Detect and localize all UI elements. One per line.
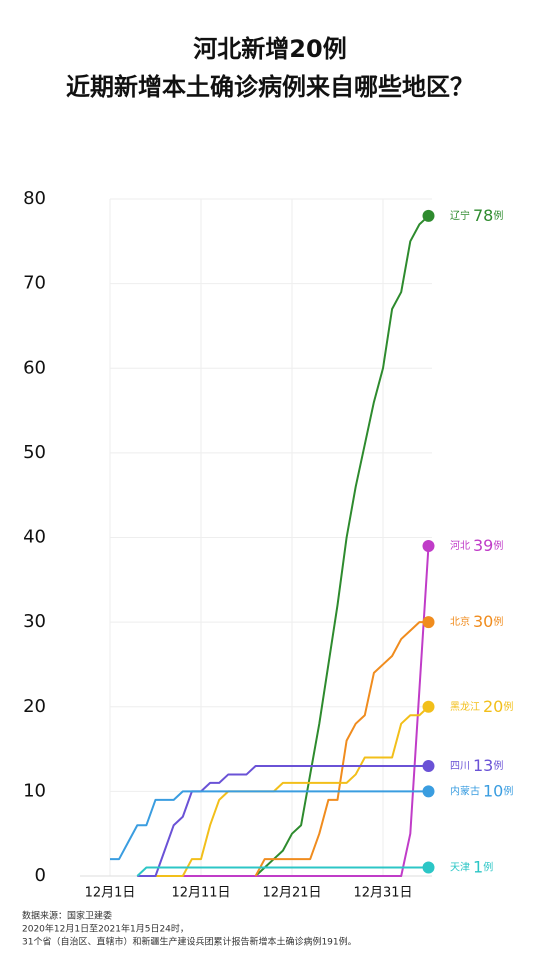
source-note: 2020年12月1日至2021年1月5日24时， <box>22 923 189 935</box>
series-name: 内蒙古 <box>450 784 480 797</box>
y-tick-label: 60 <box>23 357 46 378</box>
end-label: 黑龙江 20例 <box>450 696 513 715</box>
end-point <box>422 616 435 629</box>
end-point <box>422 785 435 798</box>
end-value: 39 <box>473 535 493 554</box>
series-line <box>137 764 429 877</box>
end-point <box>422 861 435 874</box>
y-tick-label: 20 <box>23 696 46 717</box>
series-line <box>155 706 430 877</box>
unit: 例 <box>493 209 503 222</box>
series-name: 四川 <box>450 761 470 772</box>
end-value: 20 <box>483 696 503 715</box>
unit: 例 <box>503 784 513 797</box>
end-label: 北京 30例 <box>450 612 503 631</box>
series-line <box>254 621 429 877</box>
y-tick-label: 40 <box>23 527 46 548</box>
end-label: 四川 13例 <box>450 755 503 774</box>
chart-title: 河北新增20例 <box>193 35 346 63</box>
series-name: 河北 <box>450 540 470 552</box>
x-tick-label: 12月31日 <box>353 886 412 901</box>
end-label: 辽宁 78例 <box>450 205 503 224</box>
unit: 例 <box>493 759 503 772</box>
x-tick-label: 12月11日 <box>171 886 230 901</box>
x-tick-label: 12月1日 <box>85 886 136 901</box>
end-point <box>422 209 435 222</box>
y-tick-label: 30 <box>23 611 46 632</box>
unit: 例 <box>483 861 493 874</box>
y-tick-label: 80 <box>23 188 46 209</box>
series-name: 辽宁 <box>450 209 470 222</box>
y-tick-label: 0 <box>35 865 46 886</box>
end-label: 河北 39例 <box>450 535 503 554</box>
end-label: 内蒙古 10例 <box>450 781 513 800</box>
x-tick-label: 12月21日 <box>262 886 321 901</box>
y-tick-label: 10 <box>23 780 46 801</box>
end-value: 78 <box>473 205 493 224</box>
series-line <box>254 215 430 877</box>
chart-subtitle: 近期新增本土确诊病例来自哪些地区？ <box>66 73 474 101</box>
source-note: 31个省（自治区、直辖市）和新疆生产建设兵团累计报告新增本土确诊病例191例。 <box>22 936 357 948</box>
unit: 例 <box>493 539 503 552</box>
series-name: 北京 <box>450 615 470 628</box>
series-line <box>110 790 429 861</box>
series-line <box>136 866 429 877</box>
unit: 例 <box>503 700 513 713</box>
series-name: 天津 <box>450 862 470 874</box>
y-tick-label: 70 <box>23 273 46 294</box>
end-value: 13 <box>473 755 493 774</box>
end-value: 10 <box>483 781 503 800</box>
end-value: 30 <box>473 612 493 631</box>
end-value: 1 <box>473 857 483 876</box>
source-note: 数据来源：国家卫建委 <box>22 910 112 922</box>
y-tick-label: 50 <box>23 442 46 463</box>
end-point <box>422 700 435 713</box>
series-line <box>137 545 430 877</box>
end-point <box>422 759 435 772</box>
series-name: 黑龙江 <box>450 700 480 713</box>
end-label: 天津 1例 <box>450 857 493 876</box>
end-point <box>422 539 435 552</box>
unit: 例 <box>493 615 503 628</box>
